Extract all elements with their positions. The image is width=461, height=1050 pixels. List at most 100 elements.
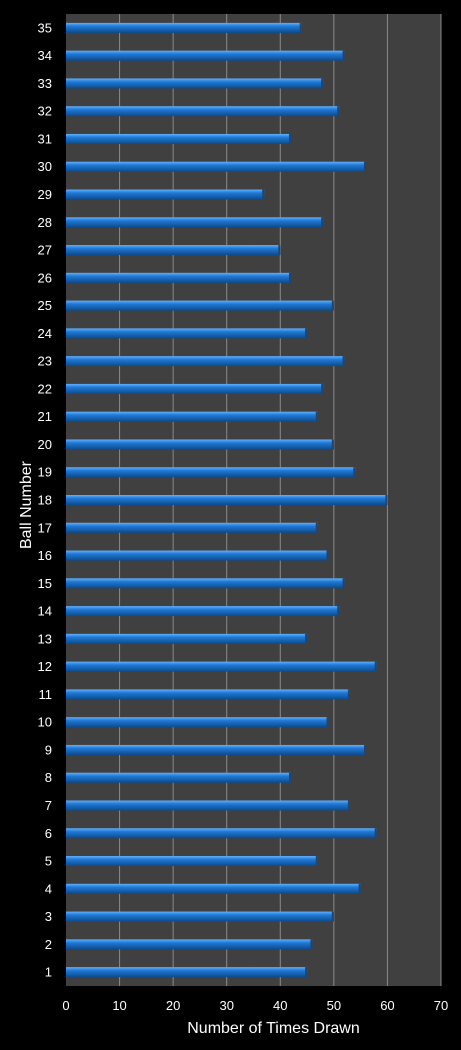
y-tick-label: 34: [38, 48, 52, 63]
bar-end-cap: [305, 633, 308, 644]
bar-end-cap: [289, 272, 291, 283]
bar-group: [66, 661, 377, 672]
x-tick-label: 40: [273, 998, 287, 1013]
bar-end-cap: [315, 411, 318, 422]
bar-end-cap: [342, 50, 345, 61]
bar: [66, 967, 308, 978]
bar-group: [66, 78, 324, 89]
y-tick-label: 19: [38, 465, 52, 480]
x-tick-label: 60: [380, 998, 394, 1013]
y-tick-label: 4: [45, 881, 52, 896]
bar: [66, 522, 318, 533]
y-tick-label: 29: [38, 187, 52, 202]
bar-group: [66, 495, 388, 505]
y-tick-label: 17: [38, 520, 52, 535]
bar-group: [66, 744, 366, 755]
bar: [66, 356, 345, 367]
y-tick-label: 21: [38, 409, 52, 424]
bar-end-cap: [358, 883, 361, 894]
bar: [66, 439, 334, 450]
y-tick-label: 23: [38, 354, 52, 369]
bar: [66, 411, 318, 422]
bar: [66, 217, 324, 228]
bar-group: [66, 106, 340, 117]
bar: [66, 550, 329, 561]
bar-end-cap: [289, 133, 291, 144]
bar-group: [66, 911, 334, 922]
y-tick-label: 11: [39, 687, 53, 702]
bar-group: [66, 300, 334, 311]
bar: [66, 133, 291, 144]
bar-group: [66, 800, 350, 811]
bar-end-cap: [326, 717, 329, 728]
y-tick-label: 22: [38, 381, 52, 396]
x-tick-label: 50: [327, 998, 341, 1013]
bar-end-cap: [342, 578, 345, 589]
bar: [66, 272, 291, 283]
bar-end-cap: [289, 772, 291, 783]
y-tick-label: 1: [45, 965, 52, 980]
y-tick-label: 13: [38, 631, 52, 646]
bar-end-cap: [321, 383, 324, 394]
y-tick-label: 25: [38, 298, 52, 313]
bar-group: [66, 717, 329, 728]
bar: [66, 383, 324, 394]
bar-group: [66, 22, 302, 33]
bar-end-cap: [331, 439, 334, 450]
bar-end-cap: [347, 689, 350, 700]
y-tick-label: 28: [38, 215, 52, 230]
bar-end-cap: [364, 744, 366, 755]
bar-group: [66, 689, 350, 700]
bar: [66, 633, 308, 644]
bar-group: [66, 245, 281, 256]
bar-group: [66, 772, 291, 783]
x-tick-label: 20: [166, 998, 180, 1013]
bar-group: [66, 411, 318, 422]
bar-group: [66, 50, 345, 61]
x-tick-label: 10: [112, 998, 126, 1013]
bar-end-cap: [278, 245, 281, 256]
bar-group: [66, 467, 356, 478]
bar: [66, 744, 366, 755]
y-tick-label: 2: [45, 937, 52, 952]
x-tick-label: 0: [62, 998, 69, 1013]
bar-end-cap: [347, 800, 350, 811]
bar: [66, 495, 388, 505]
bar-group: [66, 356, 345, 367]
bar-group: [66, 217, 324, 228]
bar-group: [66, 633, 308, 644]
bar-end-cap: [385, 495, 388, 505]
y-tick-label: 31: [38, 131, 52, 146]
bar-group: [66, 856, 318, 867]
bar-group: [66, 522, 318, 533]
bar-group: [66, 578, 345, 589]
y-tick-label: 26: [38, 270, 52, 285]
bar: [66, 578, 345, 589]
bar-group: [66, 383, 324, 394]
x-axis-title: Number of Times Drawn: [187, 1020, 360, 1037]
bar-end-cap: [342, 356, 345, 367]
bar-group: [66, 161, 366, 172]
bar-group: [66, 133, 291, 144]
bar-group: [66, 828, 377, 839]
bar-group: [66, 967, 308, 978]
bar-end-cap: [331, 300, 334, 311]
bar-group: [66, 439, 334, 450]
bar: [66, 800, 350, 811]
bar-end-cap: [337, 106, 340, 117]
bars: [66, 22, 388, 978]
y-tick-label: 20: [38, 437, 52, 452]
bar: [66, 772, 291, 783]
y-tick-label: 10: [38, 715, 52, 730]
bar: [66, 911, 334, 922]
bar: [66, 661, 377, 672]
bar-end-cap: [374, 661, 377, 672]
y-tick-label: 27: [38, 243, 52, 258]
bar: [66, 939, 313, 950]
bar: [66, 300, 334, 311]
y-tick-label: 6: [45, 826, 52, 841]
y-tick-label: 14: [38, 604, 52, 619]
bar-end-cap: [262, 189, 265, 200]
